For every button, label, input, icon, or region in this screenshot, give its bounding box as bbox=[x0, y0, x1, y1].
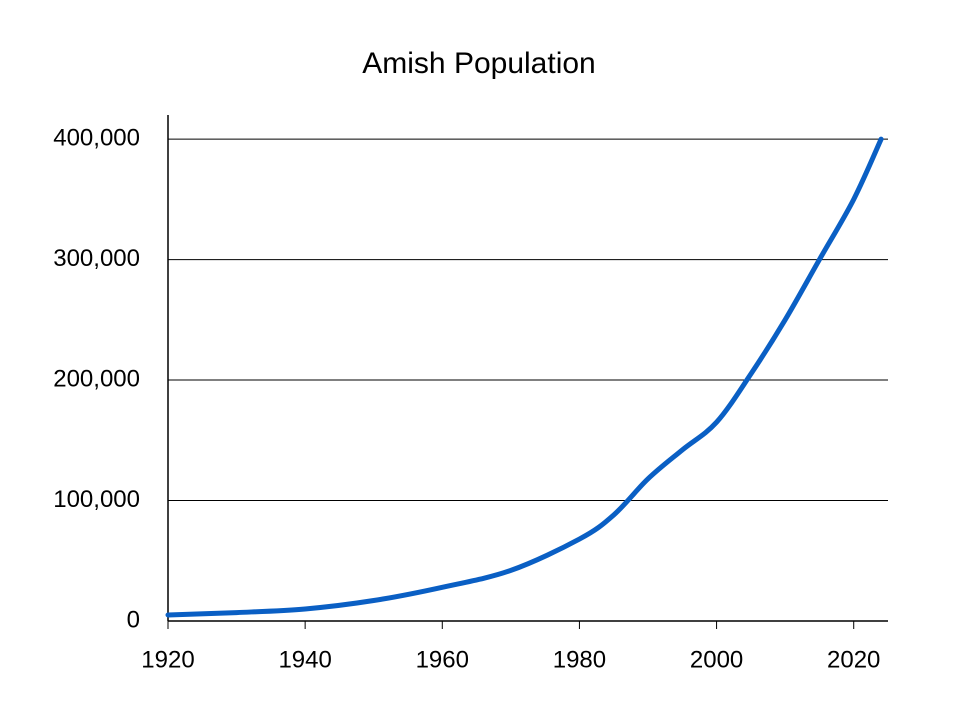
x-tick-label: 1980 bbox=[553, 646, 606, 673]
y-tick-label: 0 bbox=[127, 606, 140, 633]
x-tick-label: 1940 bbox=[278, 646, 331, 673]
x-tick-label: 1920 bbox=[141, 646, 194, 673]
y-tick-label: 100,000 bbox=[53, 486, 140, 513]
chart-title: Amish Population bbox=[362, 47, 595, 80]
y-tick-label: 200,000 bbox=[53, 365, 140, 392]
y-tick-label: 400,000 bbox=[53, 124, 140, 151]
x-tick-label: 1960 bbox=[416, 646, 469, 673]
data-line bbox=[165, 136, 884, 618]
x-tick-label: 2020 bbox=[827, 646, 880, 673]
y-tick-label: 300,000 bbox=[53, 245, 140, 272]
x-tick-label: 2000 bbox=[690, 646, 743, 673]
